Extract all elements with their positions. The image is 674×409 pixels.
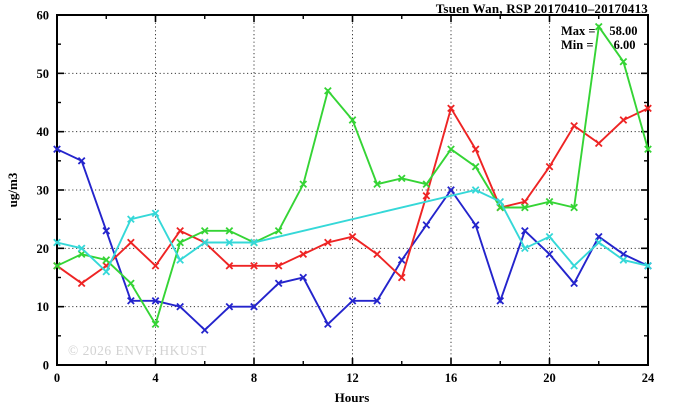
max-min-annotation: Max = 58.00 Min = 6.00	[561, 24, 638, 52]
axis-ticks	[56, 14, 649, 366]
svg-text:0: 0	[43, 359, 49, 373]
watermark: © 2026 ENVF, HKUST	[68, 343, 207, 358]
axis-frame	[56, 14, 649, 366]
y-axis-label: ug/m3	[5, 172, 20, 208]
svg-text:0: 0	[54, 371, 60, 385]
svg-text:10: 10	[37, 300, 50, 314]
series-cyan	[53, 186, 652, 276]
series-green	[53, 22, 652, 329]
svg-text:40: 40	[37, 125, 50, 139]
svg-text:4: 4	[152, 371, 159, 385]
max-annotation-row: Max = 58.00	[561, 24, 638, 38]
svg-text:24: 24	[642, 371, 655, 385]
svg-text:20: 20	[543, 371, 556, 385]
series-blue-line	[56, 148, 649, 332]
min-annotation-row: Min = 6.00	[561, 38, 638, 52]
min-value: 6.00	[613, 38, 636, 52]
svg-text:60: 60	[37, 9, 50, 23]
series-red	[53, 104, 652, 288]
gridlines	[57, 15, 648, 365]
chart-title: Tsuen Wan, RSP 20170410–20170413	[435, 1, 648, 16]
max-value: 58.00	[609, 24, 638, 38]
svg-text:12: 12	[346, 371, 359, 385]
svg-text:30: 30	[37, 184, 50, 198]
svg-text:20: 20	[37, 242, 50, 256]
y-tick-labels: 0 10 20 30 40 50 60	[37, 9, 50, 373]
series-green-line	[56, 24, 649, 327]
series-blue	[53, 145, 652, 334]
x-axis-label: Hours	[334, 390, 370, 405]
x-tick-labels: 0 4 8 12 16 20 24	[54, 371, 655, 385]
min-label: Min =	[561, 38, 594, 52]
series-red-line	[56, 105, 649, 285]
svg-text:16: 16	[445, 371, 458, 385]
max-label: Max =	[561, 24, 596, 38]
svg-text:8: 8	[251, 371, 257, 385]
svg-text:50: 50	[37, 67, 50, 81]
series-cyan-line	[56, 188, 649, 274]
